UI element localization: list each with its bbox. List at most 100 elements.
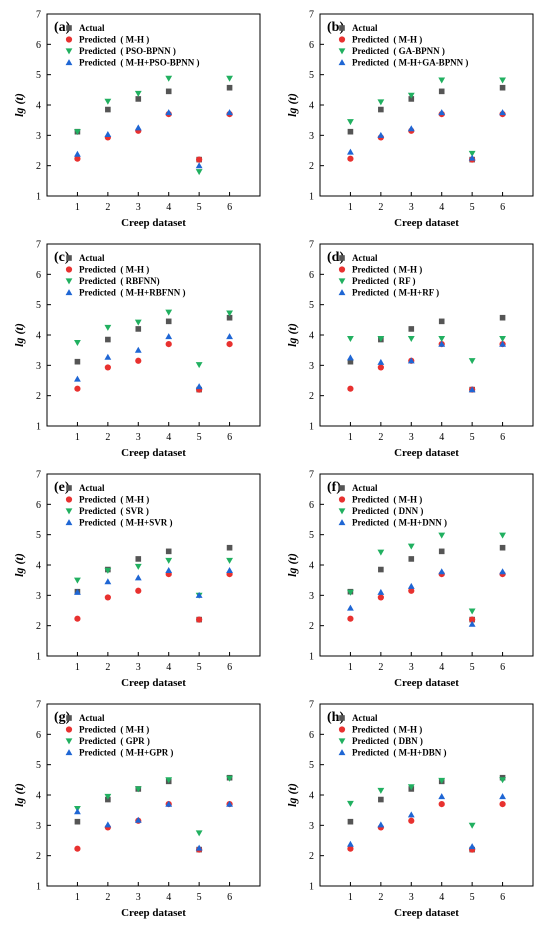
y-tick-label: 6 (36, 270, 41, 281)
y-tick-label: 5 (36, 70, 41, 81)
data-point (438, 109, 446, 116)
y-tick-label: 6 (309, 270, 314, 281)
x-tick-label: 6 (227, 202, 232, 213)
legend-marker (65, 519, 73, 526)
x-tick-label: 5 (470, 432, 475, 443)
chart-panel: 1 2 3 4 5 6 1 2 3 4 5 6 7 Creep dataset lg (t) (b) Actua… (285, 10, 534, 229)
legend-marker (66, 255, 72, 261)
data-point (438, 777, 446, 784)
data-point (407, 336, 415, 343)
x-tick-label: 4 (439, 892, 444, 903)
data-point (347, 385, 354, 392)
data-point (499, 314, 506, 321)
data-point (408, 326, 415, 332)
y-tick-label: 6 (309, 730, 314, 741)
x-axis-title: Creep dataset (394, 447, 459, 459)
x-tick-label: 3 (136, 662, 141, 673)
data-point (226, 84, 233, 91)
y-axis-title: lg (t) (12, 93, 26, 117)
data-point (134, 90, 142, 97)
legend-label: Predicted ( M-H ) (79, 265, 149, 275)
data-point (135, 326, 142, 332)
y-tick-label: 1 (36, 422, 41, 433)
y-tick-label: 3 (309, 821, 314, 832)
data-point (104, 793, 112, 800)
data-point (226, 75, 233, 82)
y-tick-label: 5 (309, 70, 314, 81)
data-point (165, 548, 172, 555)
legend-marker (338, 36, 346, 43)
data-point (347, 840, 354, 847)
legend-label: Predicted ( M-H+PSO-BPNN ) (79, 58, 199, 68)
data-point (104, 364, 111, 371)
y-tick-label: 1 (36, 192, 41, 203)
data-point (134, 319, 142, 326)
data-point (74, 845, 81, 852)
data-point (499, 336, 506, 343)
y-tick-label: 1 (36, 652, 41, 663)
legend-label: Actual (79, 713, 105, 723)
data-point (226, 333, 233, 340)
data-point (377, 336, 385, 343)
data-point (378, 106, 384, 113)
data-point (438, 318, 445, 325)
data-point (134, 816, 142, 823)
x-tick-label: 5 (470, 892, 475, 903)
legend-marker (65, 48, 73, 55)
legend-label: Predicted ( GA-BPNN ) (352, 46, 445, 56)
legend-label: Predicted ( M-H+GPR ) (79, 748, 173, 758)
legend-marker (65, 266, 73, 273)
legend-marker (65, 508, 73, 515)
y-tick-label: 3 (309, 591, 314, 602)
legend-label: Actual (352, 23, 378, 33)
legend-label: Predicted ( DBN ) (352, 736, 423, 746)
legend-marker (65, 749, 73, 756)
y-tick-label: 2 (36, 161, 41, 172)
x-axis-title: Creep dataset (394, 217, 459, 229)
x-tick-label: 1 (75, 662, 80, 673)
data-point (104, 131, 112, 138)
data-point (499, 544, 506, 551)
legend-label: Predicted ( M-H ) (79, 725, 149, 735)
x-tick-label: 4 (166, 432, 171, 443)
data-point (407, 92, 415, 99)
x-tick-label: 2 (105, 202, 110, 213)
data-point (347, 800, 354, 807)
x-tick-label: 5 (470, 662, 475, 673)
x-tick-label: 6 (227, 662, 232, 673)
legend-marker (66, 25, 72, 31)
data-point (195, 169, 203, 176)
y-tick-label: 7 (36, 10, 41, 21)
y-tick-label: 7 (309, 240, 314, 251)
legend-marker (65, 726, 73, 733)
legend-label: Predicted ( DNN ) (352, 506, 423, 516)
legend-marker (65, 496, 73, 503)
y-axis-title: lg (t) (285, 783, 299, 807)
data-point (438, 793, 446, 800)
legend-label: Actual (352, 483, 378, 493)
panel-label: (a) (54, 20, 71, 35)
y-tick-label: 5 (36, 300, 41, 311)
legend-label: Actual (352, 713, 378, 723)
chart-panel: 1 2 3 4 5 6 1 2 3 4 5 6 7 Creep dataset lg (t) (g) Actua… (12, 700, 261, 919)
y-tick-label: 5 (36, 760, 41, 771)
data-point (195, 362, 203, 369)
y-axis-title: lg (t) (285, 553, 299, 577)
x-tick-label: 5 (197, 892, 202, 903)
legend-label: Predicted ( M-H+SVR ) (79, 518, 172, 528)
data-point (347, 336, 354, 343)
data-point (226, 544, 233, 551)
x-tick-label: 4 (439, 432, 444, 443)
data-point (347, 615, 354, 622)
data-point (104, 821, 112, 828)
legend-label: Predicted ( SVR ) (79, 506, 149, 516)
x-tick-label: 3 (409, 432, 414, 443)
x-tick-label: 3 (136, 202, 141, 213)
x-tick-label: 1 (348, 662, 353, 673)
y-tick-label: 7 (36, 470, 41, 481)
data-point (499, 793, 506, 800)
x-tick-label: 2 (378, 202, 383, 213)
data-point (408, 587, 415, 594)
x-tick-label: 5 (197, 662, 202, 673)
y-tick-label: 3 (36, 131, 41, 142)
